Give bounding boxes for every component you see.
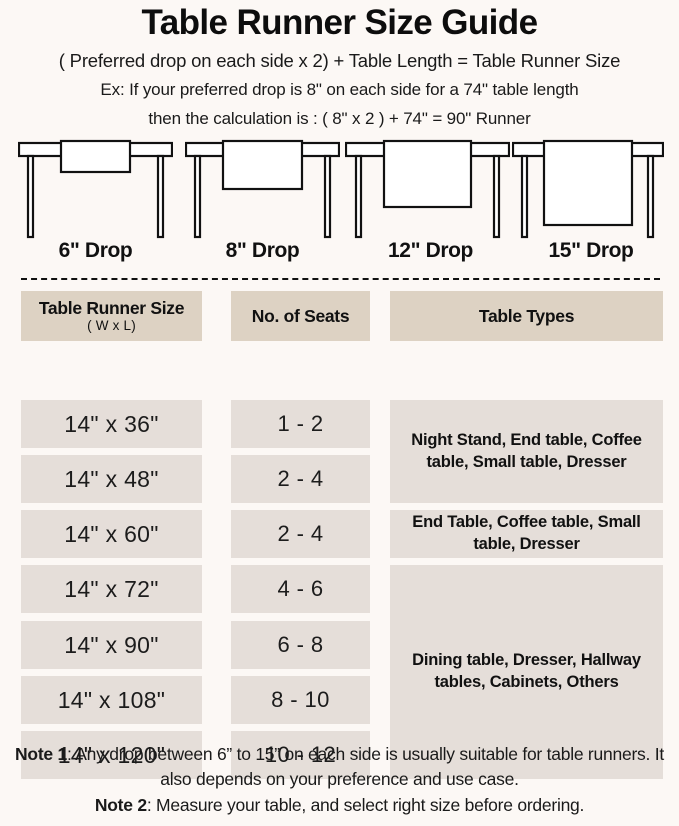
note-2-text: : Measure your table, and select right s… <box>146 794 585 815</box>
table-illustration-icon <box>185 140 340 239</box>
cell-seats: 2 - 4 <box>277 521 324 546</box>
note-1-label: Note 1 <box>15 744 67 764</box>
table-row: 14" x 120" <box>21 731 202 779</box>
cell-size: 14" x 72" <box>64 575 159 602</box>
note-2-label: Note 2 <box>94 794 147 815</box>
table-types-group-3: Dining table, Dresser, Hallway tables, C… <box>390 565 663 779</box>
drop-label-6in: 6" Drop <box>58 239 133 263</box>
table-types-group-2: End Table, Coffee table, Small table, Dr… <box>390 510 663 558</box>
table-row: 14" x 48" <box>21 455 202 503</box>
drop-diagram-6in <box>18 139 173 239</box>
drop-diagram-8in <box>185 139 340 239</box>
section-divider <box>21 278 660 280</box>
table-header-row: Table Runner Size ( W x L) No. of Seats … <box>0 291 679 344</box>
table-types-group-1: Night Stand, End table, Coffee table, Sm… <box>390 400 663 503</box>
header-cell-seats: No. of Seats <box>231 291 370 341</box>
table-row: 2 - 4 <box>231 510 370 558</box>
table-row: 14" x 36" <box>21 400 202 448</box>
header-runner-size-sub: ( W x L) <box>87 318 136 334</box>
drop-diagram-12in <box>345 139 510 239</box>
table-illustration-icon <box>512 140 664 239</box>
table-body: 14" x 36" 1 - 2 14" x 48" 2 - 4 14" x 60… <box>0 344 679 779</box>
cell-seats: 4 - 6 <box>277 576 324 601</box>
table-row: 10 - 12 <box>231 731 370 779</box>
cell-seats: 6 - 8 <box>277 632 324 657</box>
drop-diagrams <box>0 139 679 239</box>
header-runner-size-main: Table Runner Size <box>38 298 185 319</box>
drop-label-15in: 15" Drop <box>548 239 634 263</box>
cell-seats: 10 - 12 <box>264 742 337 767</box>
cell-size: 14" x 60" <box>64 520 159 547</box>
table-row: 8 - 10 <box>231 676 370 724</box>
cell-size: 14" x 120" <box>57 741 166 768</box>
drop-label-8in: 8" Drop <box>225 239 300 263</box>
note-2: Note 2: Measure your table, and select r… <box>0 793 679 818</box>
cell-seats: 2 - 4 <box>277 466 324 491</box>
cell-seats: 1 - 2 <box>277 411 324 436</box>
note-1: Note 1: Any drop between 6” to 15” on ea… <box>0 742 679 793</box>
table-row: 6 - 8 <box>231 621 370 669</box>
table-row: 1 - 2 <box>231 400 370 448</box>
table-row: 14" x 108" <box>21 676 202 724</box>
table-illustration-icon <box>345 140 510 239</box>
notes-section: Note 1: Any drop between 6” to 15” on ea… <box>0 742 679 818</box>
table-row: 14" x 60" <box>21 510 202 558</box>
cell-size: 14" x 90" <box>64 631 159 658</box>
cell-size: 14" x 48" <box>64 465 159 492</box>
example-line-2: then the calculation is : ( 8" x 2 ) + 7… <box>148 108 531 128</box>
page-title: Table Runner Size Guide <box>141 3 539 42</box>
table-row: 14" x 90" <box>21 621 202 669</box>
header-cell-table-types: Table Types <box>390 291 663 341</box>
table-row: 2 - 4 <box>231 455 370 503</box>
size-table: Table Runner Size ( W x L) No. of Seats … <box>0 291 679 779</box>
formula-line: ( Preferred drop on each side x 2) + Tab… <box>58 50 621 71</box>
drop-diagram-15in <box>512 139 664 239</box>
example-line-1: Ex: If your preferred drop is 8" on each… <box>100 80 579 100</box>
header-cell-runner-size: Table Runner Size ( W x L) <box>21 291 202 341</box>
cell-size: 14" x 108" <box>57 686 166 713</box>
cell-size: 14" x 36" <box>64 410 159 437</box>
table-row: 14" x 72" <box>21 565 202 613</box>
cell-seats: 8 - 10 <box>271 687 330 712</box>
note-1-text: : Any drop between 6” to 15” on each sid… <box>67 744 664 790</box>
drop-label-row: 6" Drop 8" Drop 12" Drop 15" Drop <box>0 239 679 267</box>
table-illustration-icon <box>18 140 173 239</box>
drop-label-12in: 12" Drop <box>388 239 473 263</box>
table-row: 4 - 6 <box>231 565 370 613</box>
